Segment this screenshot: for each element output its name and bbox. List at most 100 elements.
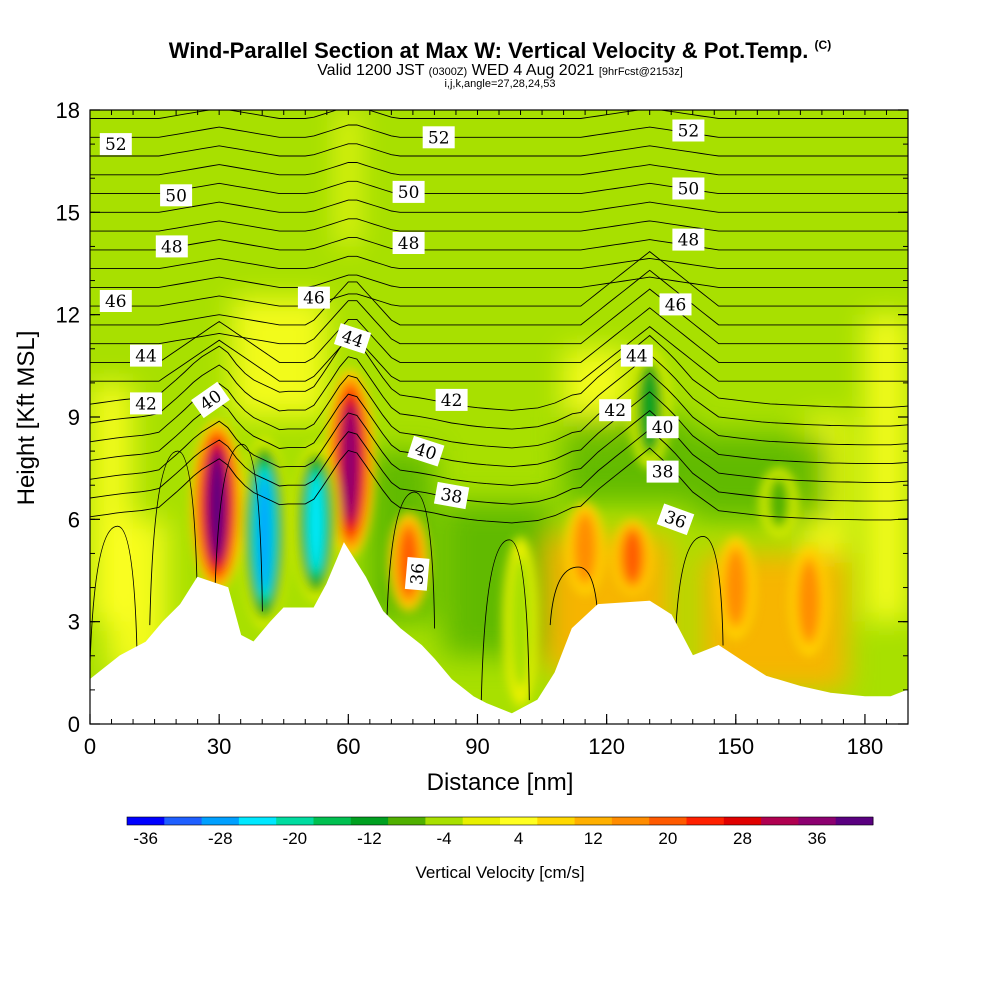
updraft-core (575, 516, 595, 581)
downdraft-core (769, 478, 788, 527)
x-tick-label: 60 (336, 734, 360, 759)
x-axis-label: Distance [nm] (427, 769, 574, 796)
theta-contour-line (90, 428, 908, 505)
downdraft-core (509, 555, 532, 688)
subtitle-utc: (0300Z) (428, 66, 468, 78)
chart-title: Wind-Parallel Section at Max W: Vertical… (0, 38, 1000, 64)
theta-label-box (646, 416, 679, 439)
colorbar-swatch (761, 817, 799, 825)
y-tick-label: 9 (68, 405, 80, 430)
theta-label-text: 46 (665, 295, 687, 315)
theta-contour-line (90, 251, 908, 307)
x-tick-label: 120 (588, 734, 625, 759)
theta-contour-label: 46 (659, 293, 692, 316)
colorbar-swatch (350, 817, 389, 825)
updraft-core (726, 551, 745, 624)
colorbar-swatch (388, 817, 426, 825)
terrain (90, 542, 908, 724)
theta-label-text: 42 (135, 394, 157, 414)
theta-contour-label: 44 (333, 323, 372, 354)
theta-label-text: 38 (439, 485, 464, 508)
theta-contour-low (386, 491, 436, 629)
colorbar-swatch (201, 817, 240, 825)
theta-label-box (392, 232, 425, 254)
colorbar-swatch (537, 817, 576, 825)
y-tick-label: 0 (68, 712, 80, 737)
weak-updraft-band (864, 314, 908, 622)
theta-label-text: 44 (626, 347, 648, 367)
theta-contour-label: 42 (599, 399, 632, 422)
theta-contour-line (90, 447, 908, 524)
theta-contour-label: 36 (404, 557, 430, 591)
theta-label-text: 52 (428, 128, 450, 148)
theta-contour-label: 46 (297, 286, 330, 309)
theta-label-box (392, 180, 425, 203)
theta-contour-label: 50 (392, 180, 425, 203)
theta-contour-low (149, 450, 199, 626)
colorbar-swatch (462, 817, 501, 825)
theta-label-box (659, 293, 692, 316)
y-tick-label: 15 (56, 200, 80, 225)
theta-label-box (435, 388, 468, 411)
theta-contour-label: 46 (99, 290, 132, 312)
chart-subtitle: Valid 1200 JST (0300Z) WED 4 Aug 2021 [9… (0, 62, 1000, 80)
terrain-fill (90, 542, 908, 724)
theta-contour-low (480, 539, 530, 701)
theta-contour-label: 42 (435, 388, 468, 411)
theta-label-text: 50 (398, 183, 420, 203)
theta-label-box (656, 503, 695, 536)
updraft-core (799, 562, 819, 640)
theta-contour-line (90, 274, 908, 288)
theta-label-text: 40 (652, 418, 674, 438)
theta-label-text: 38 (652, 463, 674, 483)
updraft-core (624, 531, 641, 582)
theta-contour-line (90, 326, 908, 382)
colorbar-tick-label: -20 (283, 829, 308, 848)
theta-label-box (433, 481, 470, 510)
chart-title-mark: (C) (814, 38, 832, 52)
theta-label-text: 46 (303, 289, 325, 309)
theta-label-box (155, 235, 188, 258)
theta-label-box (333, 323, 372, 354)
theta-contour-label: 38 (646, 460, 679, 483)
colorbar-tick-label: 20 (658, 829, 677, 848)
theta-contour-label: 48 (392, 232, 425, 254)
theta-label-box (130, 344, 162, 367)
colorbar-swatch (649, 817, 687, 825)
colorbar-swatch (127, 817, 165, 825)
subtitle-date: WED 4 Aug 2021 (471, 62, 595, 79)
theta-label-box (160, 184, 193, 207)
updraft-core (343, 406, 358, 520)
x-tick-label: 30 (207, 734, 231, 759)
colorbar-swatch (500, 817, 538, 825)
x-tick-label: 180 (847, 734, 884, 759)
theta-contour-line (90, 199, 908, 213)
colorbar-swatch (686, 817, 725, 825)
theta-contour-low (213, 443, 263, 612)
contour-labels: 52 52 52 50 50 50 48 48 48 46 46 46 44 44 44 42 40 42 42 40… (99, 119, 705, 591)
theta-contour-label: 36 (656, 503, 695, 536)
theta-contour-line (90, 334, 908, 411)
theta-contour-line (90, 269, 908, 326)
x-tick-label: 0 (84, 734, 96, 759)
y-tick-label: 6 (68, 507, 80, 532)
updraft-core (210, 454, 224, 557)
subtitle-valid: Valid 1200 JST (317, 62, 425, 79)
theta-contour-line (90, 353, 908, 430)
theta-label-box (297, 286, 330, 309)
x-tick-label: 90 (465, 734, 489, 759)
theta-contour-line (90, 391, 908, 468)
theta-contour-line (90, 307, 908, 363)
theta-contour-line (90, 372, 908, 449)
colorbar-tick-label: 4 (514, 829, 523, 848)
x-tick-label: 150 (717, 734, 754, 759)
colorbar-label: Vertical Velocity [cm/s] (415, 863, 585, 882)
theta-label-text: 48 (398, 234, 420, 254)
theta-label-box (99, 133, 132, 156)
theta-label-box (130, 392, 162, 415)
theta-label-box (646, 460, 679, 483)
theta-label-box (404, 557, 430, 591)
theta-contour-label: 40 (407, 435, 445, 467)
